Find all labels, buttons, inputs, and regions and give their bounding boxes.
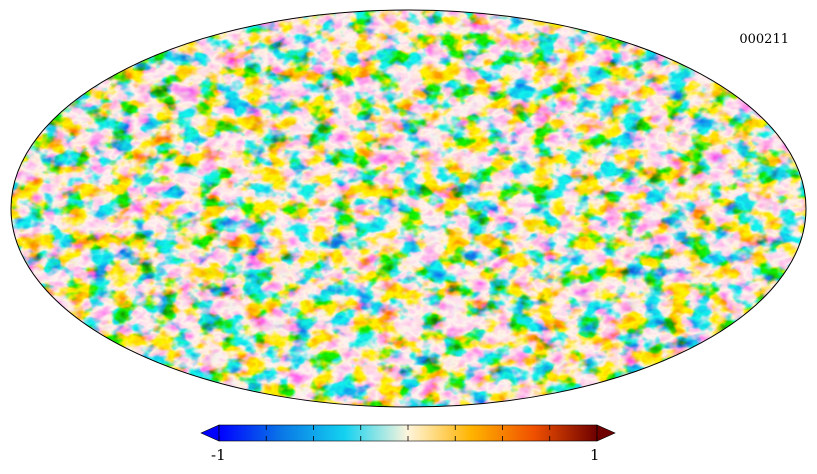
map-outline bbox=[10, 9, 807, 408]
colorbar-ticks bbox=[218, 425, 598, 441]
sky-map bbox=[10, 9, 807, 408]
anisotropy-field bbox=[11, 10, 806, 407]
colorbar-min-arrow bbox=[200, 424, 220, 442]
map-id-label: 000211 bbox=[739, 32, 789, 47]
colorbar-max-arrow bbox=[596, 424, 616, 442]
colorbar-min-label: -1 bbox=[211, 446, 226, 464]
colorbar bbox=[200, 424, 616, 442]
colorbar-max-label: 1 bbox=[590, 446, 600, 464]
